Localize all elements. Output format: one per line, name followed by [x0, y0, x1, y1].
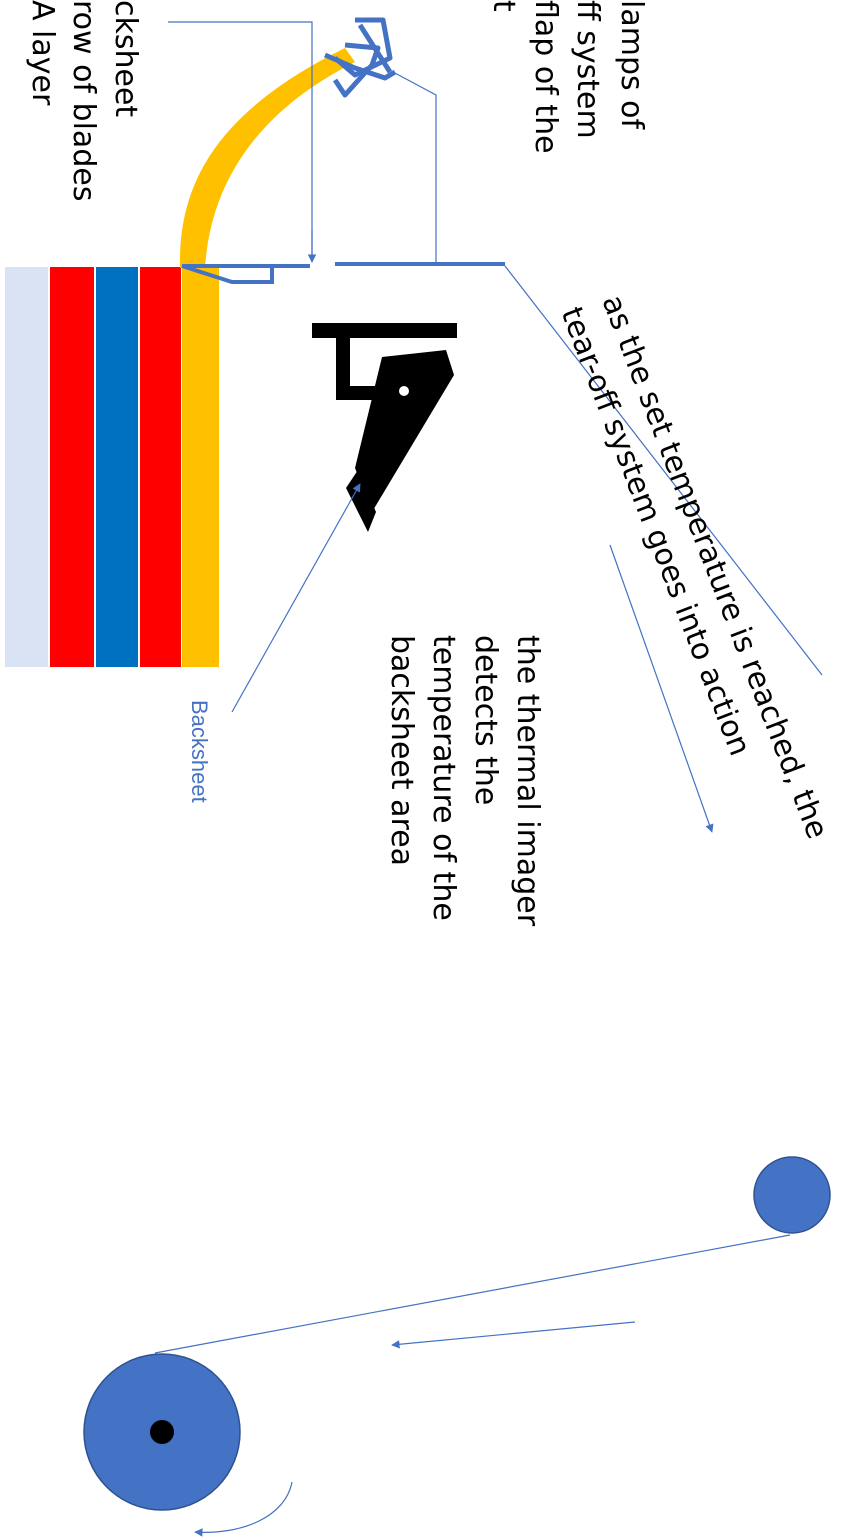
layer-label-eva-top: EVA [148, 700, 173, 743]
note-tear-off: as the set temperature is reached, the t… [554, 290, 835, 843]
layer-label-glass: GLASS [13, 700, 38, 773]
note-imager: the thermal imager detects the temperatu… [384, 635, 545, 927]
blade-icon [181, 262, 505, 284]
leader-lines [168, 21, 437, 262]
svg-text:detects the: detects the [468, 635, 503, 805]
svg-text:as the set temperature is reac: as the set temperature is reached, the [595, 290, 835, 843]
reel-icon [83, 1353, 241, 1511]
thermal-camera-icon [312, 323, 457, 532]
roller-icon [753, 1156, 831, 1234]
layer-label-cells: CELLS [105, 700, 130, 770]
svg-text:flap of the: flap of the [528, 0, 563, 154]
svg-text:backsheet area: backsheet area [384, 635, 419, 866]
imager-pointer-line [231, 483, 361, 713]
svg-text:A layer: A layer [25, 0, 60, 106]
svg-text:the thermal imager: the thermal imager [510, 635, 545, 927]
layer-eva-bottom [50, 267, 94, 667]
note-blades: cksheet row of blades A layer [25, 0, 143, 201]
note-clamps: lamps of ff system flap of the t [486, 0, 649, 154]
svg-text:ff system: ff system [570, 0, 605, 139]
svg-text:lamps of: lamps of [614, 0, 649, 131]
reel-rotation-arrow [194, 1481, 293, 1537]
svg-text:row of blades: row of blades [66, 0, 101, 201]
direction-arrow-tear-off [609, 544, 714, 833]
layer-label-eva-bottom: EVA [59, 700, 84, 743]
layer-stack: GLASS EVA CELLS EVA Backsheet [5, 267, 219, 803]
layer-cells [96, 267, 138, 667]
layer-backsheet [182, 267, 219, 667]
peeled-backsheet-flap [179, 48, 355, 268]
layer-eva-top [140, 267, 181, 667]
svg-text:temperature of the: temperature of the [426, 635, 461, 921]
clamp-icon [324, 17, 397, 98]
layer-glass [5, 267, 48, 667]
svg-text:cksheet: cksheet [108, 0, 143, 117]
svg-text:t: t [486, 0, 521, 12]
direction-arrow-return [391, 1321, 636, 1349]
belt-path [154, 265, 823, 1354]
layer-label-backsheet: Backsheet [187, 700, 212, 803]
